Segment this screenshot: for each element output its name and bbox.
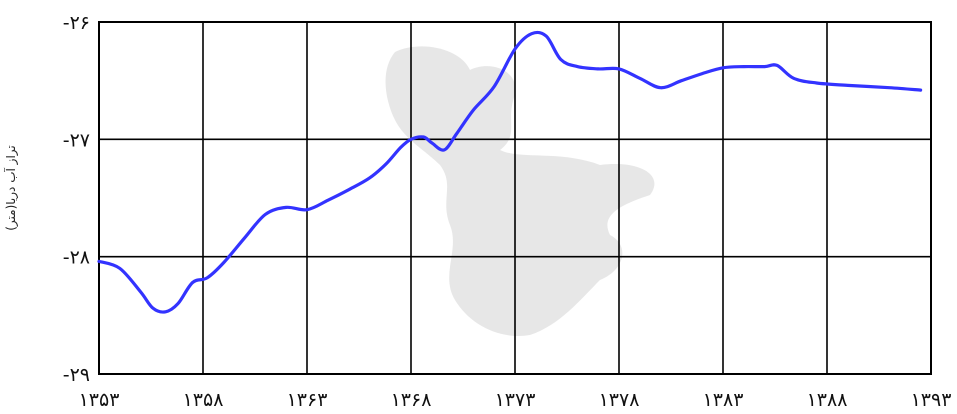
data-point (471, 108, 475, 112)
watermark-map-shape (385, 46, 655, 336)
data-point (263, 212, 267, 216)
data-point (97, 259, 101, 263)
plot-frame (98, 21, 932, 375)
x-tick-label: ۱۳۸۳ (703, 389, 744, 411)
data-point (559, 58, 563, 62)
y-axis-tick-labels: -۲۶ -۲۷ -۲۸ -۲۹ (63, 12, 90, 386)
data-point (430, 141, 434, 145)
data-point (659, 86, 663, 90)
data-point (347, 188, 351, 192)
y-axis-label: تراز آب دریا(متر) (3, 145, 19, 231)
data-point (176, 302, 180, 306)
data-point (596, 67, 600, 71)
x-tick-label: ۱۳۸۸ (807, 389, 848, 411)
data-point (399, 146, 403, 150)
x-axis-tick-labels: ۱۳۵۳ ۱۳۵۸ ۱۳۶۳ ۱۳۶۸ ۱۳۷۳ ۱۳۷۸ ۱۳۸۳ ۱۳۸۸ ۱۳۹۳ (79, 389, 952, 411)
data-point (243, 236, 247, 240)
data-point (775, 63, 779, 67)
data-point (679, 79, 683, 83)
data-point (919, 88, 923, 92)
data-point (455, 131, 459, 135)
data-point (492, 85, 496, 89)
data-point (305, 208, 309, 212)
data-point (367, 176, 371, 180)
x-tick-label: ۱۳۹۳ (911, 389, 952, 411)
data-point (421, 135, 425, 139)
data-point (700, 72, 704, 76)
data-point (118, 266, 122, 270)
data-point (638, 76, 642, 80)
data-point (742, 65, 746, 69)
data-point (139, 290, 143, 294)
data-point (151, 306, 155, 310)
x-tick-label: ۱۳۵۳ (79, 389, 120, 411)
x-tick-label: ۱۳۷۳ (495, 389, 536, 411)
data-point (763, 65, 767, 69)
data-point (617, 67, 621, 71)
watermark-text (326, 55, 331, 90)
series-line-0 (97, 30, 923, 314)
y-tick-label: -۲۹ (63, 364, 90, 386)
data-point (530, 32, 534, 36)
data-point (164, 310, 168, 314)
data-point (409, 137, 413, 141)
x-tick-label: ۱۳۶۳ (287, 389, 328, 411)
y-tick-label: -۲۸ (63, 247, 90, 269)
data-point (442, 148, 446, 152)
x-tick-label: ۱۳۷۸ (599, 389, 640, 411)
watermark (326, 46, 655, 336)
series-layer (97, 30, 923, 314)
data-point (284, 205, 288, 209)
data-point (222, 261, 226, 265)
data-point (384, 162, 388, 166)
data-point (575, 65, 579, 69)
data-point (513, 47, 517, 51)
y-tick-label: -۲۶ (63, 12, 90, 34)
grid (98, 21, 932, 375)
x-tick-label: ۱۳۵۸ (183, 389, 224, 411)
data-point (326, 198, 330, 202)
data-point (846, 83, 850, 87)
data-point (544, 34, 548, 38)
data-point (191, 280, 195, 284)
x-tick-label: ۱۳۶۸ (391, 389, 432, 411)
data-point (815, 81, 819, 85)
data-point (205, 276, 209, 280)
data-point (721, 66, 725, 70)
data-point (887, 86, 891, 90)
data-point (792, 76, 796, 80)
y-tick-label: -۲۷ (63, 129, 90, 151)
